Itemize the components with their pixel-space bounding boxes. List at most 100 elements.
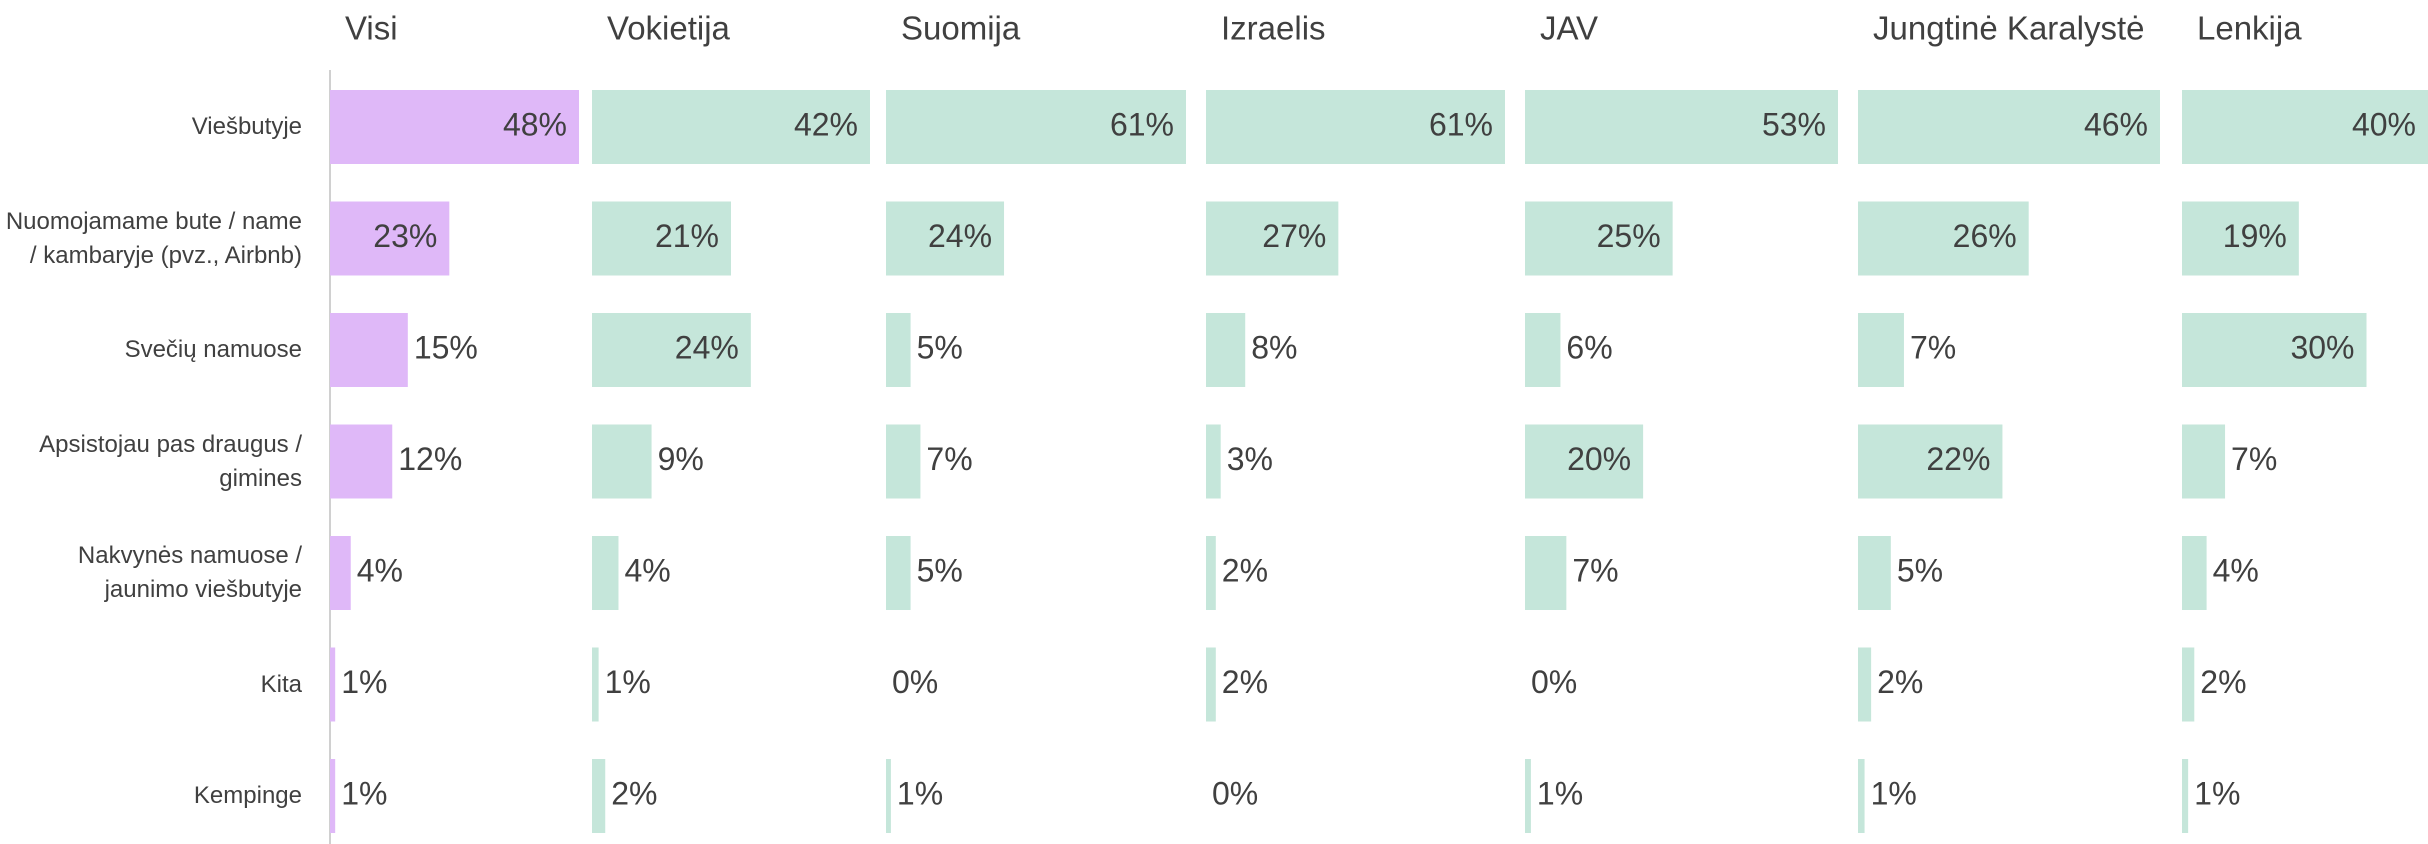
value-label: 8% <box>1251 329 1297 365</box>
value-label: 2% <box>2200 664 2246 700</box>
panel-title: Izraelis <box>1221 10 1326 47</box>
category-label: Nakvynės namuose / jaunimo viešbutyje <box>77 542 302 603</box>
bar <box>1858 90 2160 164</box>
bar <box>1206 536 1216 610</box>
bar <box>1858 759 1865 833</box>
value-label: 5% <box>1897 552 1943 588</box>
value-label: 0% <box>1531 664 1577 700</box>
bar <box>2182 201 2299 276</box>
bar <box>886 201 1005 276</box>
value-label: 7% <box>1910 329 1956 365</box>
value-label: 19% <box>2223 218 2287 254</box>
value-label: 1% <box>1871 775 1917 811</box>
bar <box>2182 536 2207 610</box>
value-label: 23% <box>373 218 437 254</box>
value-label: 4% <box>2213 552 2259 588</box>
bar <box>330 313 408 387</box>
value-label: 48% <box>503 106 567 142</box>
bar <box>1525 424 1644 499</box>
category-label: Svečių namuose <box>124 336 302 363</box>
value-label: 2% <box>611 775 657 811</box>
panel-title: JAV <box>1540 10 1598 47</box>
value-label: 24% <box>675 329 739 365</box>
bar <box>1525 313 1561 387</box>
value-label: 27% <box>1262 218 1326 254</box>
panel-title: Vokietija <box>607 10 731 47</box>
panel-title: Jungtinė Karalystė <box>1873 10 2145 47</box>
value-label: 6% <box>1566 329 1612 365</box>
value-label: 2% <box>1877 664 1923 700</box>
bar <box>886 313 911 387</box>
bar <box>330 90 579 164</box>
value-label: 12% <box>398 441 462 477</box>
value-label: 5% <box>917 552 963 588</box>
value-label: 3% <box>1227 441 1273 477</box>
bar <box>1525 759 1531 833</box>
bar <box>2182 647 2195 722</box>
bar <box>330 201 450 276</box>
value-label: 22% <box>1926 441 1990 477</box>
value-label: 5% <box>917 329 963 365</box>
bar <box>592 647 599 722</box>
value-label: 1% <box>605 664 651 700</box>
value-label: 21% <box>655 218 719 254</box>
value-label: 61% <box>1110 106 1174 142</box>
bar <box>886 424 921 499</box>
value-label: 2% <box>1222 664 1268 700</box>
bar <box>330 759 336 833</box>
bar <box>1525 536 1567 610</box>
value-label: 1% <box>1537 775 1583 811</box>
category-label: Kita <box>260 670 302 698</box>
value-label: 1% <box>2194 775 2240 811</box>
bar <box>1206 424 1221 499</box>
bar <box>886 536 911 610</box>
value-label: 7% <box>926 441 972 477</box>
bar <box>1525 90 1838 164</box>
category-label: Nuomojamame bute / name / kambaryje (pvz… <box>5 207 302 269</box>
bar <box>1858 536 1891 610</box>
bar <box>592 424 652 499</box>
bar <box>592 313 751 387</box>
bar <box>1206 90 1505 164</box>
bar <box>1858 647 1872 722</box>
bar <box>330 424 393 499</box>
value-label: 30% <box>2290 329 2354 365</box>
bar <box>592 201 731 276</box>
value-label: 46% <box>2084 106 2148 142</box>
bar <box>1858 313 1904 387</box>
value-label: 26% <box>1953 218 2017 254</box>
value-label: 4% <box>624 552 670 588</box>
value-label: 15% <box>414 329 478 365</box>
category-label: Kempinge <box>193 782 302 809</box>
bar <box>886 759 891 833</box>
value-label: 1% <box>341 775 387 811</box>
bar <box>1525 201 1673 276</box>
value-label: 53% <box>1762 106 1826 142</box>
bar <box>592 759 606 833</box>
bar <box>2182 90 2428 164</box>
bar <box>330 536 351 610</box>
value-label: 1% <box>897 775 943 811</box>
panel-title: Lenkija <box>2197 10 2302 47</box>
value-label: 24% <box>928 218 992 254</box>
bar <box>1858 424 2003 499</box>
bar <box>1206 313 1246 387</box>
bar <box>592 90 870 164</box>
value-label: 0% <box>892 664 938 700</box>
value-label: 2% <box>1222 552 1268 588</box>
value-label: 7% <box>1572 552 1618 588</box>
bar <box>886 90 1186 164</box>
bar <box>592 536 619 610</box>
bar <box>330 647 336 722</box>
value-label: 9% <box>658 441 704 477</box>
bar <box>1858 201 2029 276</box>
value-label: 25% <box>1597 218 1661 254</box>
category-label: Apsistojau pas draugus / gimines <box>39 430 302 492</box>
bar <box>1206 647 1216 722</box>
value-label: 1% <box>341 664 387 700</box>
value-label: 4% <box>357 552 403 588</box>
panel-title: Visi <box>345 10 398 47</box>
bar <box>2182 313 2367 387</box>
value-label: 61% <box>1429 106 1493 142</box>
